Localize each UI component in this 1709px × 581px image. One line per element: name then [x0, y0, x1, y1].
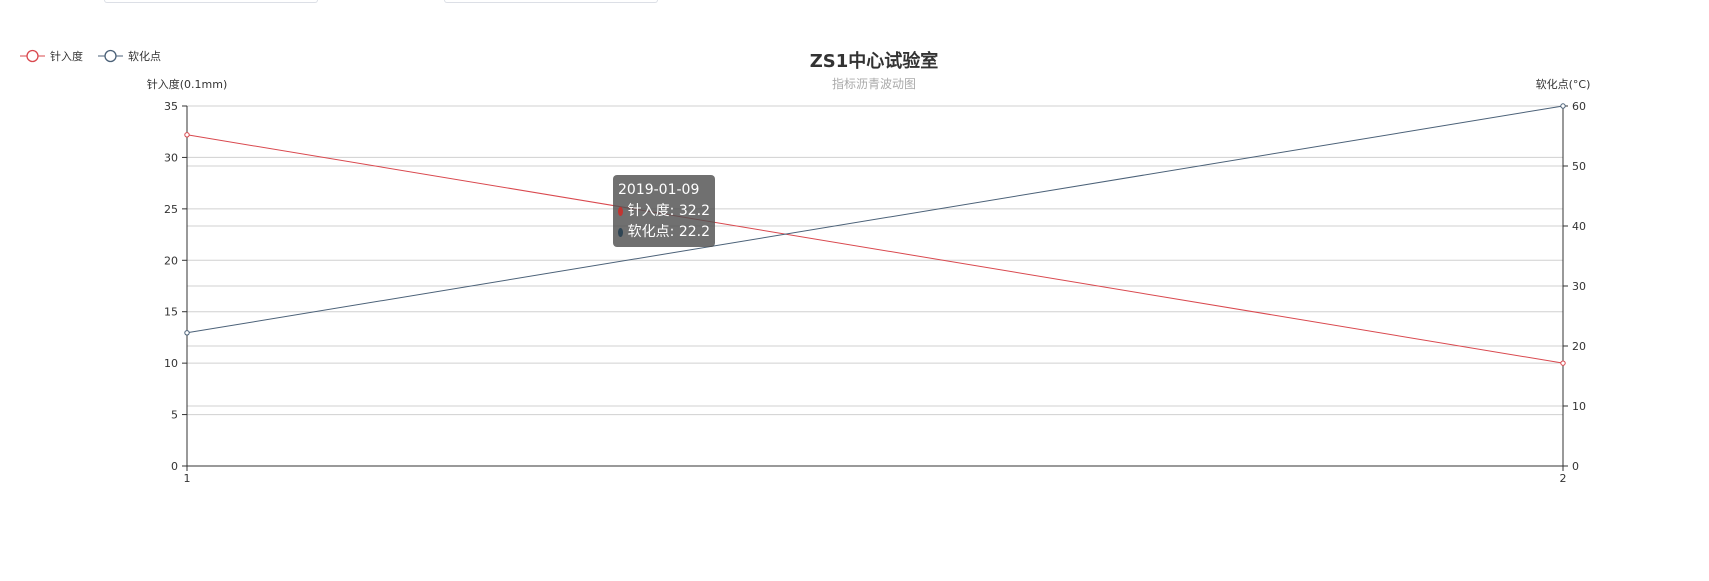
tooltip-row-label: 针入度: 32.2 [627, 203, 710, 219]
legend[interactable]: 针入度 软化点 [20, 49, 161, 63]
data-point [1560, 360, 1566, 366]
y-left-tick-label: 20 [164, 254, 178, 267]
legend-marker-icon [104, 49, 117, 63]
legend-item-penetration[interactable]: 针入度 [20, 49, 83, 63]
y-left-tick-label: 5 [171, 409, 178, 422]
y-left-tick-label: 25 [164, 203, 178, 216]
tooltip: 2019-01-09 针入度: 32.2 软化点: 22.2 [613, 175, 715, 247]
tooltip-row-penetration: 针入度: 32.2 [618, 201, 710, 222]
y-left-axis-label: 针入度(0.1mm) [147, 77, 228, 91]
legend-item-softening-point[interactable]: 软化点 [98, 49, 161, 63]
chart-subtitle: 指标沥青波动图 [832, 76, 916, 91]
legend-label[interactable]: 软化点 [128, 49, 161, 63]
y-right-tick-label: 40 [1572, 220, 1586, 233]
legend-marker-icon [26, 49, 39, 63]
y-left-tick-label: 15 [164, 306, 178, 319]
series-line-0 [186, 134, 1564, 364]
tooltip-row-softening-point: 软化点: 22.2 [618, 222, 710, 243]
tooltip-date: 2019-01-09 [618, 182, 700, 198]
data-point [1560, 103, 1566, 109]
y-left-tick-label: 35 [164, 100, 178, 113]
y-left-tick-label: 10 [164, 357, 178, 370]
y-right-tick-label: 60 [1572, 100, 1586, 113]
legend-label[interactable]: 针入度 [50, 49, 83, 63]
series-dot-icon [618, 207, 623, 216]
x-tick-label: 1 [184, 472, 191, 485]
y-right-tick-label: 30 [1572, 280, 1586, 293]
y-left-tick-label: 30 [164, 151, 178, 164]
filter-input-left[interactable] [104, 0, 318, 3]
y-right-tick-label: 50 [1572, 160, 1586, 173]
data-point [184, 330, 190, 336]
grid-lines [187, 105, 1563, 467]
data-point [184, 132, 190, 138]
axes: 0 5 10 15 20 25 30 35 0 10 20 30 40 50 60 1 2 [164, 100, 1586, 485]
y-right-tick-label: 20 [1572, 340, 1586, 353]
series [184, 103, 1566, 366]
chart-title: ZS1中心试验室 [810, 50, 939, 72]
series-line-1 [186, 105, 1564, 334]
filter-input-right[interactable] [444, 0, 658, 3]
series-dot-icon [618, 228, 623, 237]
y-right-axis-label: 软化点(°C) [1536, 77, 1591, 91]
y-right-tick-label: 0 [1572, 460, 1579, 473]
tooltip-row-label: 软化点: 22.2 [627, 224, 710, 240]
x-tick-label: 2 [1560, 472, 1567, 485]
y-right-tick-label: 10 [1572, 400, 1586, 413]
y-left-tick-label: 0 [171, 460, 178, 473]
